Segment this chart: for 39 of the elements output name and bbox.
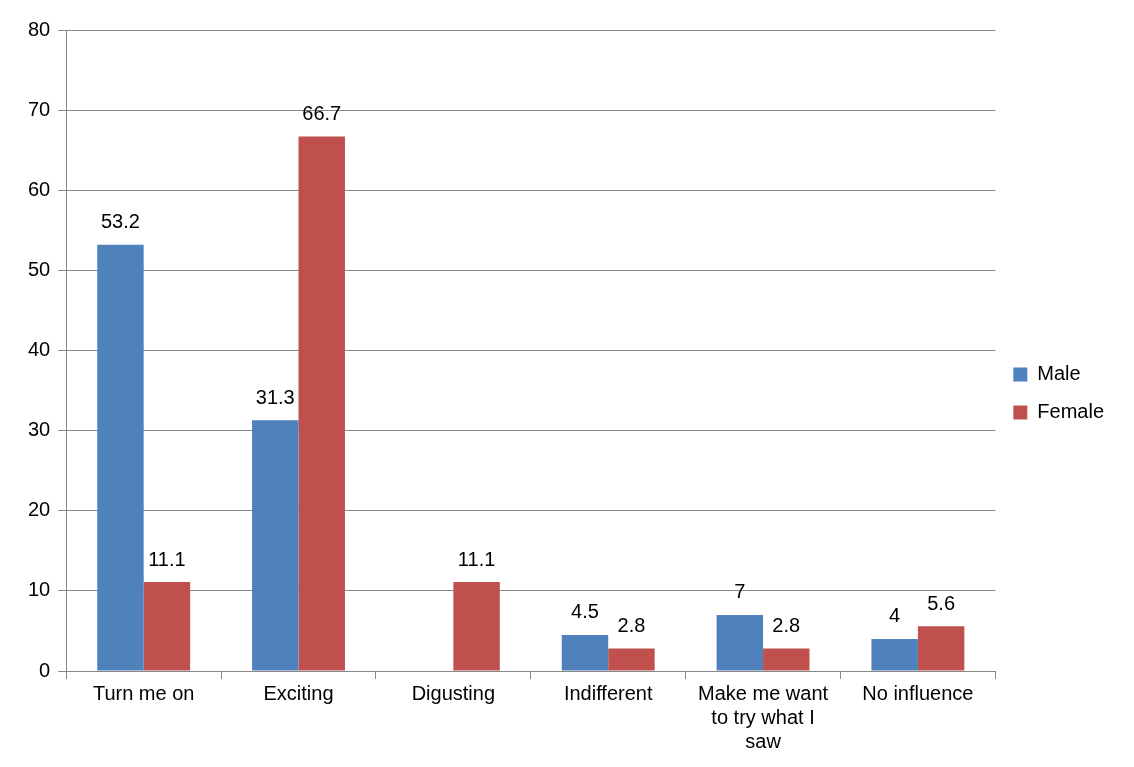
legend-label: Male <box>1037 362 1081 385</box>
data-label: 53.2 <box>100 210 140 233</box>
data-label: 5.6 <box>927 591 956 614</box>
y-tick-label: 20 <box>28 498 51 521</box>
bar <box>763 648 810 671</box>
legend-label: Female <box>1037 400 1105 423</box>
data-label: 11.1 <box>148 547 186 570</box>
x-tick-label: Turn me on <box>92 681 195 704</box>
x-tick-label: Exciting <box>263 681 334 704</box>
data-label: 66.7 <box>302 102 342 125</box>
y-tick-label: 80 <box>28 17 51 40</box>
y-tick-label: 0 <box>39 658 51 681</box>
x-tick-label: Digusting <box>411 681 496 704</box>
x-tick-label: Make me want to try what I saw <box>698 681 829 752</box>
y-tick-label: 70 <box>28 97 51 120</box>
data-label: 2.8 <box>617 614 646 637</box>
data-label: 31.3 <box>255 385 295 408</box>
bar <box>608 648 655 671</box>
bar <box>453 582 500 671</box>
bar <box>871 638 918 671</box>
data-label: 4 <box>889 604 901 627</box>
bar <box>252 420 299 671</box>
y-tick-label: 30 <box>28 418 51 441</box>
bar <box>298 136 345 671</box>
y-tick-label: 40 <box>28 338 51 361</box>
y-tick-label: 10 <box>28 578 51 601</box>
data-label: 7 <box>734 580 746 603</box>
data-label: 11.1 <box>457 547 496 570</box>
data-label: 4.5 <box>571 600 599 623</box>
bar <box>716 614 764 671</box>
x-tick-label: No influence <box>862 681 974 704</box>
bar <box>561 634 609 671</box>
data-label: 2.8 <box>772 614 801 637</box>
y-tick-label: 50 <box>28 257 51 280</box>
bar <box>97 244 144 671</box>
bar <box>917 626 965 671</box>
y-tick-label: 60 <box>28 177 51 200</box>
bar <box>143 582 191 671</box>
x-tick-label: Indifferent <box>563 681 653 704</box>
